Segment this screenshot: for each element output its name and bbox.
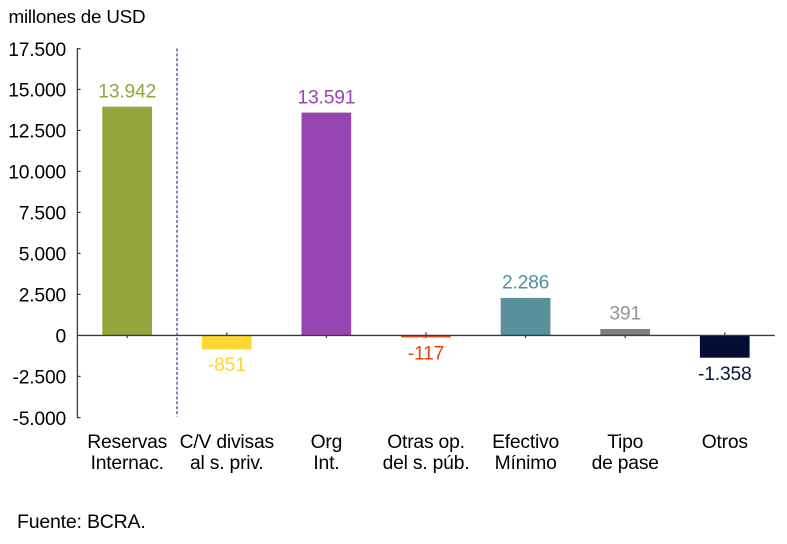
svg-text:Otros: Otros [702,432,748,453]
svg-text:de pase: de pase [592,453,659,474]
svg-text:Int.: Int. [313,453,339,474]
svg-text:Reservas: Reservas [87,432,167,453]
svg-text:15.000: 15.000 [8,81,66,102]
svg-text:2.286: 2.286 [502,273,549,294]
svg-text:C/V divisas: C/V divisas [180,432,274,453]
svg-text:Otras op.: Otras op. [387,432,465,453]
svg-text:10.000: 10.000 [8,163,66,184]
svg-text:al s. priv.: al s. priv. [190,453,264,474]
svg-text:Internac.: Internac. [91,453,164,474]
svg-text:-2.500: -2.500 [13,368,66,389]
svg-text:Tipo: Tipo [607,432,643,453]
svg-text:0: 0 [55,327,66,348]
svg-text:7.500: 7.500 [19,204,66,225]
svg-text:Fuente: BCRA.: Fuente: BCRA. [17,511,146,533]
svg-text:5.000: 5.000 [19,245,66,266]
svg-text:17.500: 17.500 [8,40,66,61]
svg-text:millones de USD: millones de USD [9,6,146,27]
svg-text:Efectivo: Efectivo [492,432,559,453]
svg-text:2.500: 2.500 [19,286,66,307]
svg-text:-851: -851 [208,355,246,376]
svg-text:391: 391 [609,304,641,325]
svg-text:Org: Org [311,432,343,453]
svg-text:del s. púb.: del s. púb. [383,453,470,474]
svg-text:12.500: 12.500 [8,122,66,143]
svg-text:-5.000: -5.000 [13,409,66,430]
svg-text:13.591: 13.591 [298,87,356,108]
svg-text:-1.358: -1.358 [698,364,751,385]
svg-text:-117: -117 [408,343,444,364]
svg-text:13.942: 13.942 [98,81,156,102]
svg-text:Mínimo: Mínimo [495,453,557,474]
